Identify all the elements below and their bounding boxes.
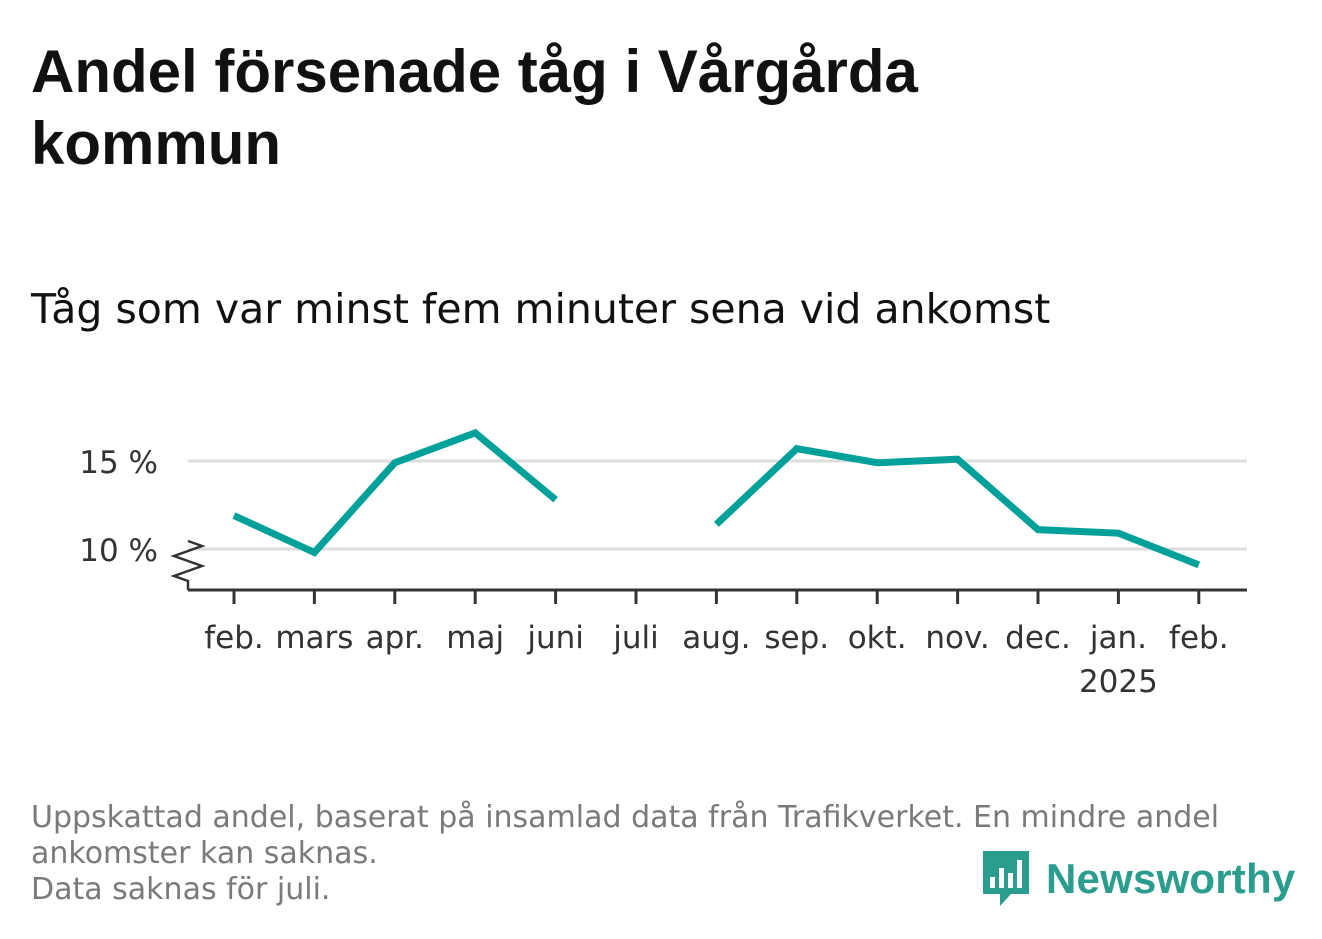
x-year-label: 2025 xyxy=(1079,664,1158,700)
y-tick-label-1: 15 % xyxy=(79,445,158,481)
x-tick-label-2: apr. xyxy=(366,620,424,656)
series-0-line-segment-1 xyxy=(714,444,1201,569)
x-tick-label-11: jan. xyxy=(1089,620,1147,656)
y-tick-label-0: 10 % xyxy=(79,533,158,569)
series-0-point-6 xyxy=(713,521,720,528)
brand-logo: Newsworthy xyxy=(980,848,1295,910)
chart-subtitle: Tåg som var minst fem minuter sena vid a… xyxy=(31,285,1051,333)
series-0-point-0 xyxy=(231,512,238,519)
x-tick-label-6: aug. xyxy=(682,620,750,656)
x-tick-label-12: feb. xyxy=(1169,620,1229,656)
series-0-point-7 xyxy=(793,445,800,452)
series-0-line-segment-0 xyxy=(232,428,558,557)
series-0-point-3 xyxy=(472,429,479,436)
x-tick-label-3: maj xyxy=(446,620,504,656)
footnote-line-1: Uppskattad andel, baserat på insamlad da… xyxy=(31,800,1220,835)
x-tick-label-10: dec. xyxy=(1005,620,1071,656)
series-0-point-10 xyxy=(1035,526,1042,533)
x-tick-label-7: sep. xyxy=(764,620,829,656)
series-0-point-1 xyxy=(311,549,318,556)
footnote-line-3: Data saknas för juli. xyxy=(31,872,331,907)
x-tick-label-0: feb. xyxy=(204,620,264,656)
newsworthy-logo-icon xyxy=(983,851,1029,906)
x-tick-label-8: okt. xyxy=(848,620,907,656)
footnote-line-2: ankomster kan saknas. xyxy=(31,836,378,871)
axis-break-icon xyxy=(170,539,206,590)
series-0-point-11 xyxy=(1115,530,1122,537)
chart-title: Andel försenade tåg i Vårgårda kommun xyxy=(31,38,918,177)
brand-name: Newsworthy xyxy=(1046,855,1296,902)
x-tick-label-1: mars xyxy=(275,620,353,656)
series-0-point-12 xyxy=(1195,561,1202,568)
x-tick-label-4: juni xyxy=(526,620,584,656)
series-0-point-9 xyxy=(954,456,961,463)
footnote: Uppskattad andel, baserat på insamlad da… xyxy=(31,800,1291,908)
series-0-point-8 xyxy=(874,459,881,466)
series-0-point-4 xyxy=(552,496,559,503)
x-tick-label-9: nov. xyxy=(925,620,989,656)
x-tick-label-5: juli xyxy=(612,620,659,656)
series-0-point-2 xyxy=(391,459,398,466)
line-chart: 10 % 15 % feb. mars apr. maj juni juli aug. sep. o… xyxy=(79,428,1247,700)
